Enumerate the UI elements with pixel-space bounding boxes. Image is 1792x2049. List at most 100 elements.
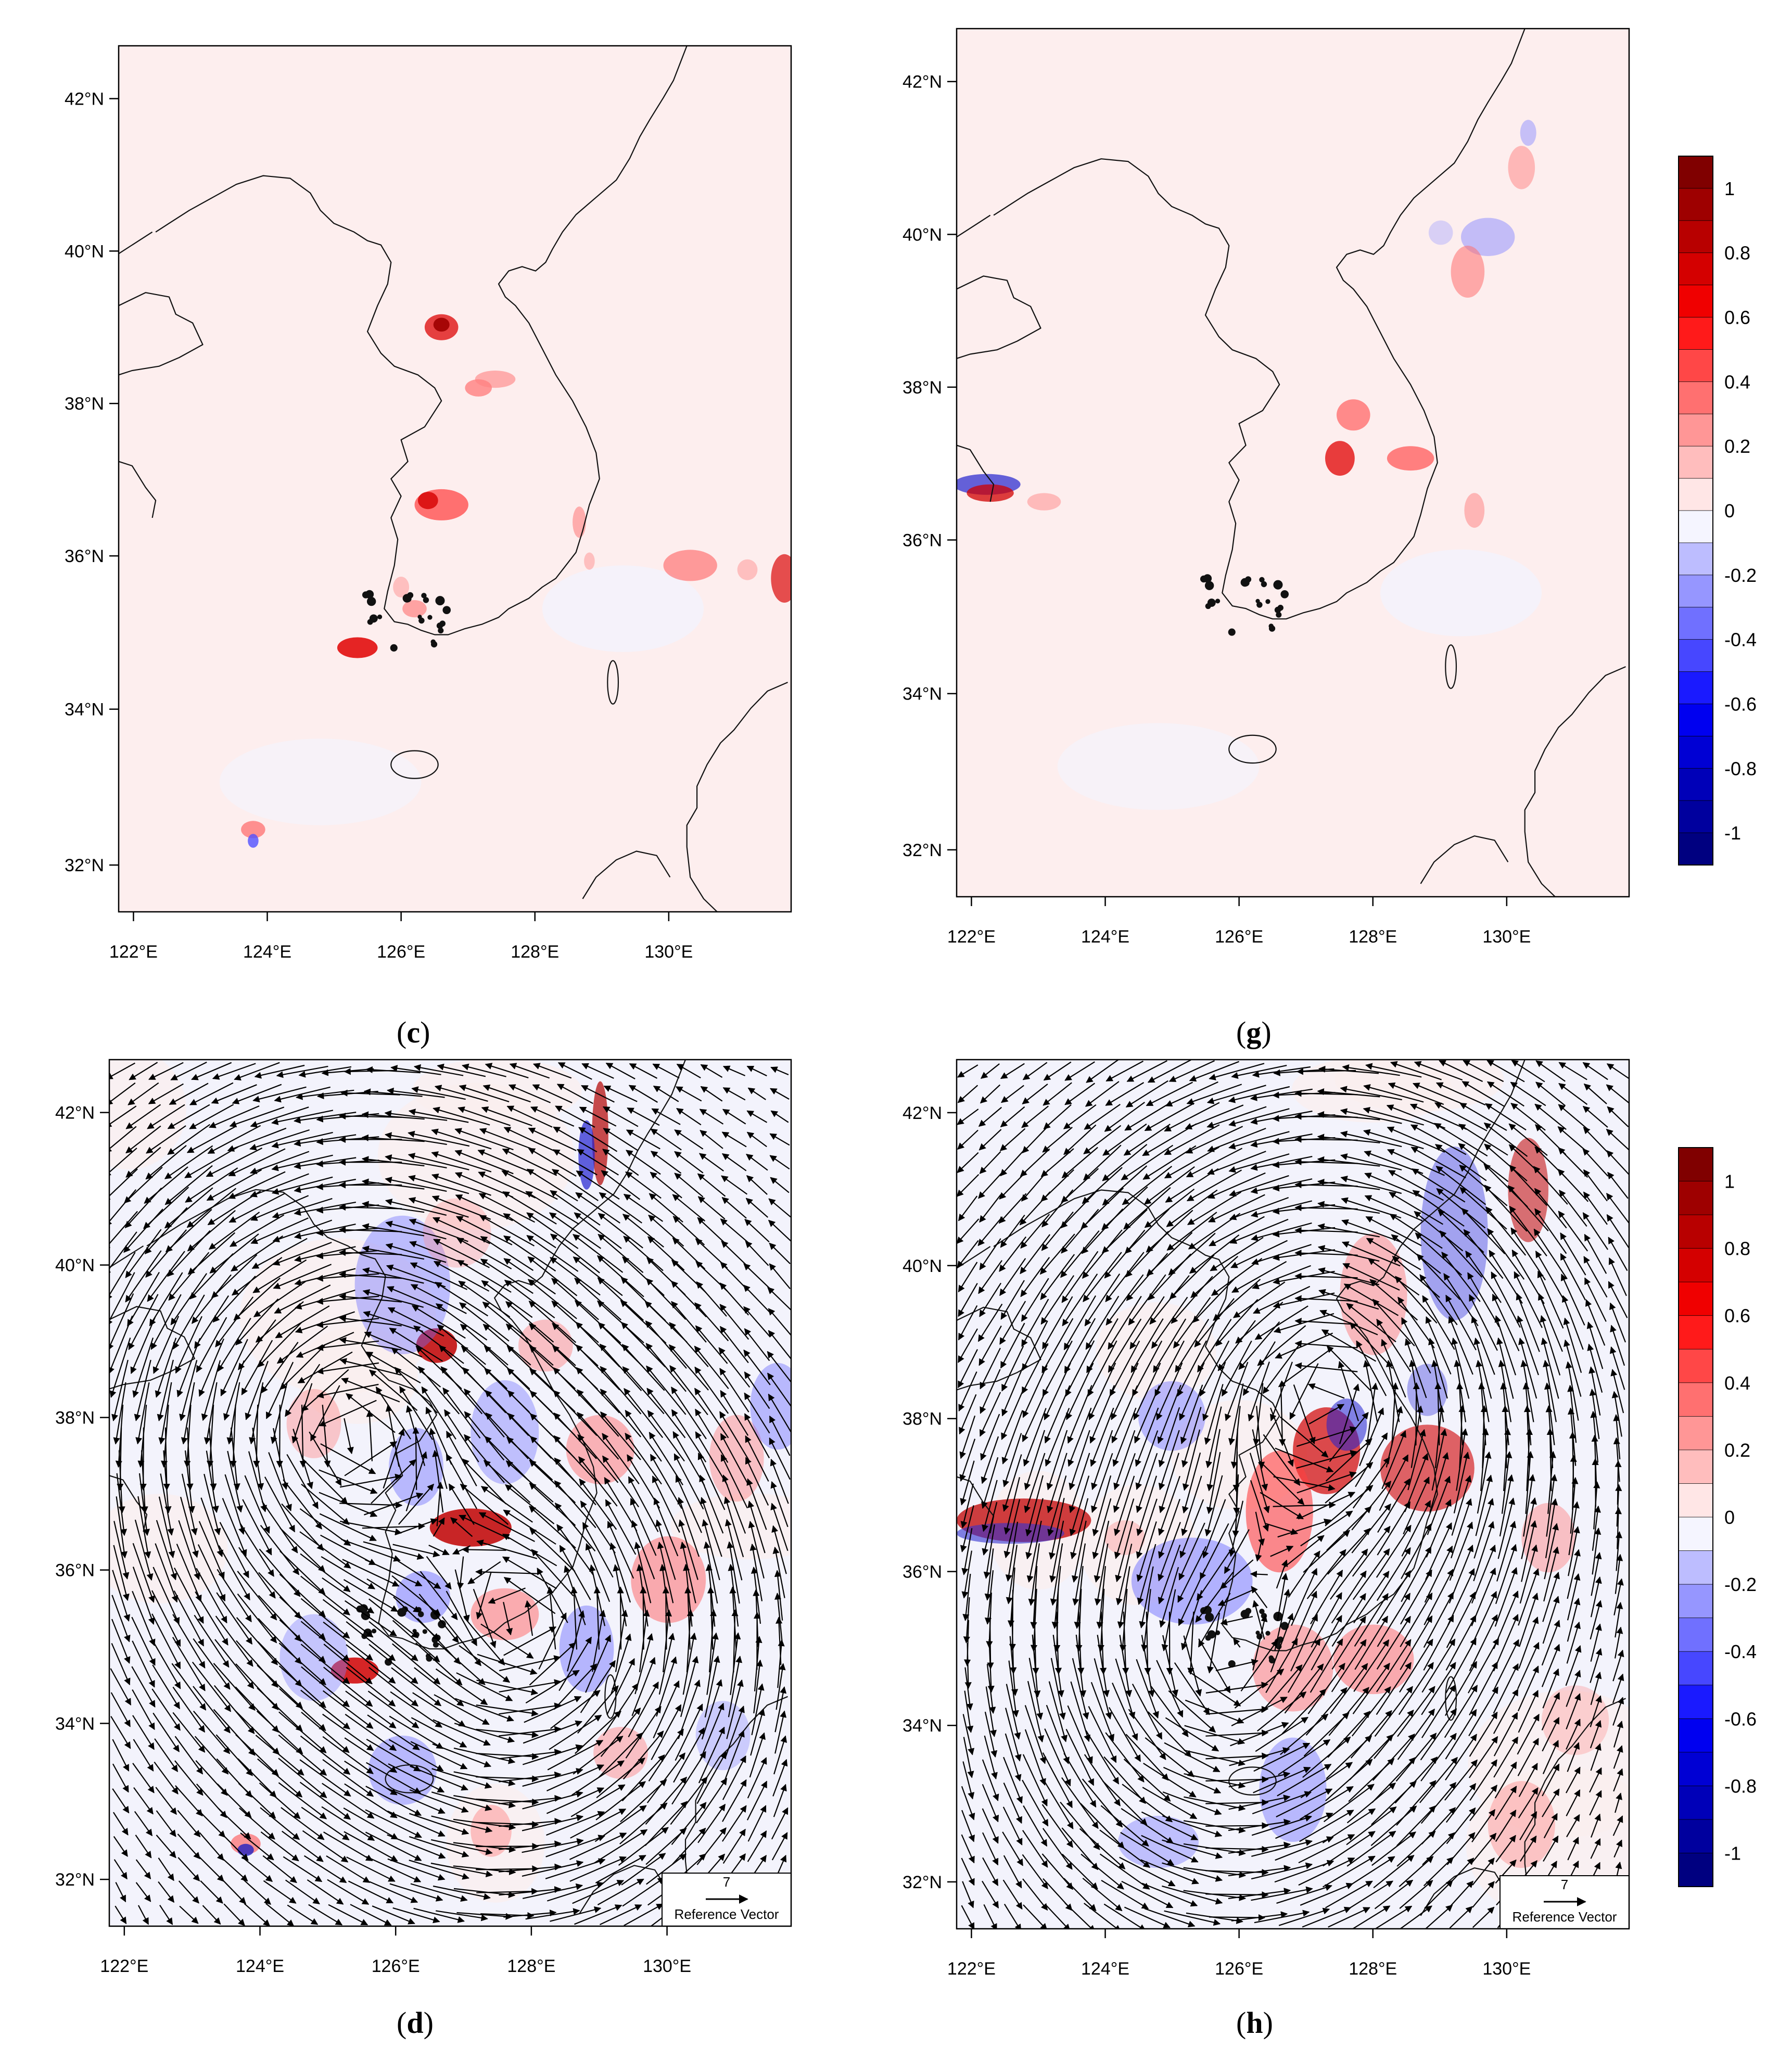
wind-arrow: [322, 1405, 331, 1468]
wind-arrow: [163, 1450, 172, 1513]
wind-arrow: [554, 1457, 596, 1506]
wind-arrow: [624, 1388, 664, 1438]
wind-arrow: [459, 1302, 510, 1342]
wind-arrow: [208, 1212, 260, 1250]
wind-arrow: [230, 1404, 237, 1468]
lon-tick-label: 126°E: [1215, 1959, 1263, 1979]
lon-tick-label: 124°E: [1081, 927, 1129, 947]
wind-arrow: [294, 1134, 357, 1147]
wind-arrow: [316, 1318, 379, 1328]
wind-arrow: [431, 1128, 492, 1150]
wind-arrow: [362, 1201, 425, 1213]
wind-arrow: [128, 1294, 159, 1351]
wind-arrow: [155, 1338, 177, 1398]
wind-arrow: [650, 1128, 682, 1151]
lon-tick-label: 130°E: [1482, 927, 1531, 947]
anomaly-blob: [1333, 1624, 1414, 1695]
wind-arrow: [211, 1084, 257, 1104]
lat-tick-label: 32°N: [903, 841, 942, 860]
wind-arrow: [252, 1428, 264, 1491]
wind-arrow: [721, 1197, 747, 1219]
colorbar-label: 1: [1724, 178, 1735, 199]
lon-tick-label: 122°E: [947, 1959, 996, 1979]
wind-arrow: [250, 1195, 309, 1221]
coastline: [119, 46, 788, 912]
wind-arrow: [722, 1065, 746, 1076]
wind-arrow: [671, 1280, 707, 1318]
anomaly-field: [109, 1060, 791, 1926]
colorbar-swatch: [1678, 285, 1713, 318]
wind-arrow: [272, 1219, 333, 1243]
colorbar-label: -0.2: [1724, 565, 1757, 586]
wind-arrow: [528, 1148, 577, 1177]
colorbar-swatch: [1678, 1752, 1713, 1787]
wind-arrow: [695, 1408, 729, 1463]
wind-arrow: [673, 1453, 704, 1510]
anomaly-blob: [1508, 1138, 1548, 1242]
wind-arrow: [669, 1365, 708, 1416]
wind-arrow: [626, 1150, 661, 1175]
wind-arrow: [695, 1431, 728, 1486]
wind-arrow: [528, 1127, 577, 1151]
map-panel-d: 7 Reference Vector 122°E 124°E 126°E 128°E 130…: [55, 1059, 792, 1976]
wind-arrow: [484, 1436, 530, 1482]
wind-arrow: [338, 1226, 402, 1233]
wind-arrow: [390, 1065, 441, 1075]
wind-arrow: [719, 1304, 749, 1340]
wind-arrow: [721, 1131, 747, 1148]
wind-arrow: [464, 1411, 505, 1461]
wind-arrow: [109, 1315, 133, 1375]
lon-tick-label: 130°E: [644, 942, 693, 962]
wind-arrow: [410, 1284, 467, 1314]
colorbar-swatch: [1678, 1685, 1713, 1720]
colorbar-swatch: [1678, 1181, 1713, 1215]
lat-tick-label: 34°N: [65, 700, 104, 720]
map-frame: [118, 45, 792, 913]
wind-arrow: [271, 1110, 334, 1125]
anomaly-blob: [1337, 399, 1370, 431]
wind-arrow: [719, 1411, 749, 1461]
wind-arrow: [387, 1087, 445, 1098]
anomaly-blob: [1464, 493, 1485, 528]
wind-arrow: [338, 1203, 402, 1211]
colorbar-swatch: [1678, 1718, 1713, 1753]
wind-arrow: [645, 1320, 687, 1369]
wind-arrow: [553, 1412, 597, 1459]
wind-arrow: [271, 1154, 333, 1172]
panel-label-g: (g): [1236, 1015, 1272, 1049]
wind-arrow: [241, 1340, 273, 1395]
wind-arrow: [440, 1366, 483, 1415]
wind-arrow: [146, 1125, 186, 1154]
colorbar-bottom: 1 0.8 0.6 0.4 0.2 0 -0.2 -0.4 -0.6 -0.8 -1: [1678, 1147, 1757, 1887]
lon-tick-label: 128°E: [1349, 927, 1397, 947]
anomaly-blob: [241, 821, 265, 838]
anomaly-blob: [1451, 246, 1485, 298]
wind-arrow: [220, 1339, 248, 1396]
anomaly-blob: [248, 834, 259, 848]
wind-arrow: [109, 1126, 137, 1153]
wind-arrow: [339, 1473, 402, 1488]
wind-arrow: [413, 1064, 464, 1076]
wind-arrow: [252, 1259, 307, 1293]
anomaly-blob: [1027, 493, 1061, 511]
wind-arrow: [125, 1229, 162, 1278]
wind-arrow: [191, 1062, 232, 1080]
wind-arrow: [212, 1063, 256, 1080]
wind-arrow: [362, 1223, 425, 1237]
wind-arrow: [167, 1230, 211, 1277]
lon-tick-label: 124°E: [236, 1956, 284, 1976]
wind-arrow: [676, 1086, 702, 1102]
wind-arrow: [276, 1326, 328, 1364]
lat-tick-label: 34°N: [55, 1714, 95, 1734]
wind-arrow: [573, 1256, 623, 1296]
wind-arrow: [206, 1450, 219, 1513]
wind-arrow: [457, 1106, 511, 1126]
wind-arrow: [339, 1293, 402, 1303]
wind-arrow: [226, 1382, 240, 1445]
wind-arrow: [503, 1235, 556, 1272]
wind-arrow: [552, 1149, 598, 1176]
colorbar-swatch: [1678, 1618, 1713, 1652]
wind-arrow: [645, 1343, 687, 1392]
lat-tick-label: 36°N: [903, 530, 942, 550]
wind-arrow: [482, 1323, 531, 1366]
